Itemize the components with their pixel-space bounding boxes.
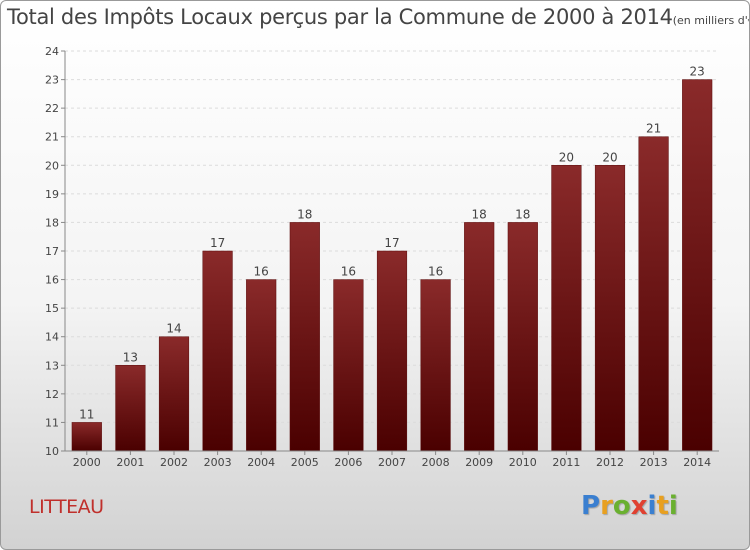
value-label: 18 [515,207,530,221]
x-tick-label: 2003 [204,456,232,469]
y-tick-label: 23 [45,74,59,87]
bar [289,222,320,452]
x-tick-label: 2014 [683,456,711,469]
commune-name: LITTEAU [29,496,104,518]
bar [420,279,451,452]
bar [464,222,495,452]
x-tick-label: 2004 [247,456,275,469]
y-tick-label: 24 [45,45,59,58]
y-tick-label: 19 [45,188,59,201]
x-tick-label: 2012 [596,456,624,469]
y-tick-label: 21 [45,131,59,144]
value-labels: 11 13 14 17 16 18 16 17 16 18 18 20 20 21 23 [79,65,705,422]
y-tick-label: 14 [45,331,59,344]
y-tick-label: 18 [45,216,59,229]
y-tick-label: 10 [45,445,59,458]
x-axis-labels: 2000 2001 2002 2003 2004 2005 2006 2007 2008 2009… [73,451,711,469]
x-tick-label: 2010 [509,456,537,469]
value-label: 17 [384,236,399,250]
logo-letter: o [612,491,631,521]
value-label: 18 [297,207,312,221]
y-tick-label: 11 [45,416,59,429]
bar [158,336,190,452]
x-tick-label: 2005 [291,456,319,469]
y-tick-label: 12 [45,388,59,401]
bar [246,279,277,452]
x-tick-label: 2013 [640,456,668,469]
bar [202,250,233,452]
value-label: 16 [341,265,356,279]
logo-letter: i [668,491,678,521]
value-label: 17 [210,236,225,250]
bar [376,250,408,452]
value-label: 11 [79,407,94,421]
x-tick-label: 2007 [378,456,406,469]
y-tick-label: 16 [45,274,59,287]
bars [71,79,713,452]
title-text: Total des Impôts Locaux perçus par la Co… [7,5,673,29]
y-tick-label: 13 [45,359,59,372]
logo-letter: i [647,491,657,521]
bar [115,365,146,452]
chart-subtitle: (en milliers d'€) [672,14,749,27]
logo-letter: r [600,491,613,521]
y-tick-label: 15 [45,302,59,315]
value-label: 18 [472,207,487,221]
value-label: 16 [254,265,269,279]
logo-letter: P [581,491,601,521]
x-tick-label: 2009 [465,456,493,469]
value-label: 16 [428,265,443,279]
value-label: 20 [602,150,617,164]
y-tick-label: 20 [45,159,59,172]
bar [551,165,582,452]
x-tick-label: 2000 [73,456,101,469]
x-tick-label: 2011 [552,456,580,469]
x-tick-label: 2008 [422,456,450,469]
value-label: 21 [646,122,661,136]
y-tick-label: 17 [45,245,59,258]
value-label: 14 [166,322,181,336]
bar [682,79,713,452]
bar [638,136,669,452]
x-tick-label: 2002 [160,456,188,469]
logo-letter: x [630,491,648,521]
bar [594,165,626,452]
proxiti-logo: Proxiti [581,491,678,521]
bar [71,422,102,452]
x-tick-label: 2006 [334,456,362,469]
chart-title: Total des Impôts Locaux perçus par la Co… [7,5,749,29]
bar [333,279,364,452]
x-tick-label: 2001 [116,456,144,469]
value-label: 13 [123,350,138,364]
bar [507,222,538,452]
value-label: 20 [559,150,574,164]
value-label: 23 [690,65,705,79]
logo-letter: t [656,491,669,521]
y-tick-label: 22 [45,102,59,115]
y-axis-ticks: 10 11 12 13 14 15 16 17 18 19 20 21 22 23 24 [45,45,65,458]
